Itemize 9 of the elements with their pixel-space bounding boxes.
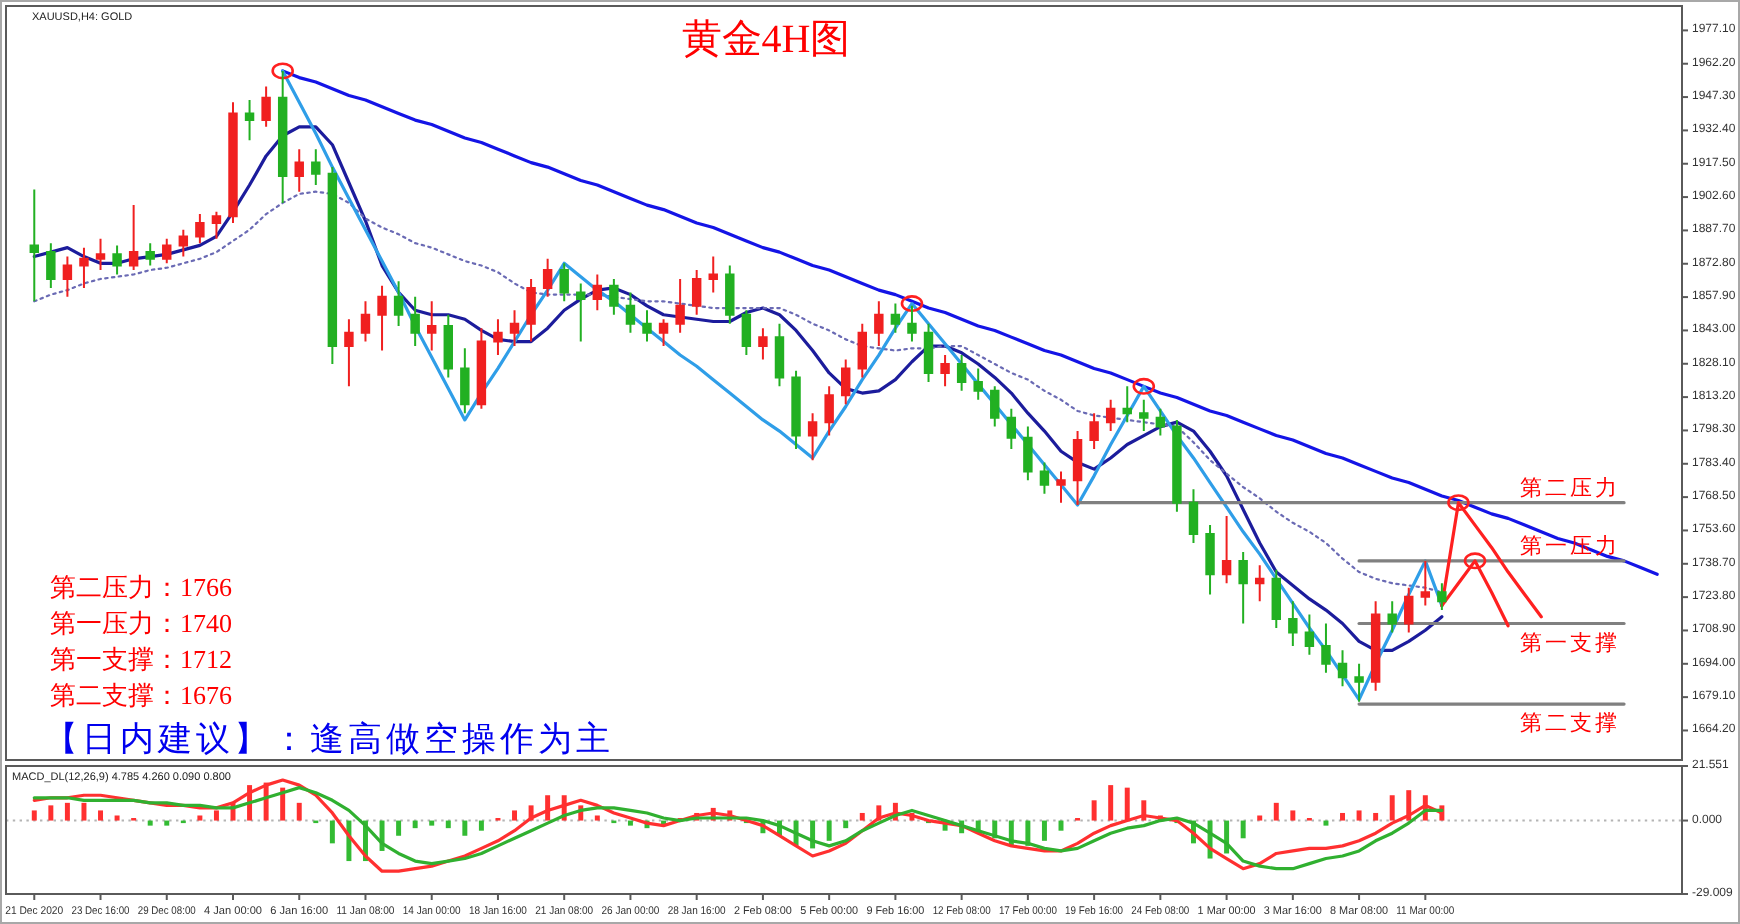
series-label: 第二压力 [1520, 474, 1621, 501]
annotation: 第二压力：1766 [50, 572, 233, 602]
annotation: 第一压力：1740 [50, 608, 232, 638]
annotation: 【日内建议】：逢高做空操作为主 [44, 720, 614, 758]
annotation: 第二支撑：1676 [50, 680, 233, 710]
series-label: 第二支撑 [1520, 710, 1621, 737]
annotation: 第一支撑：1712 [50, 644, 232, 674]
series-label: 第一支撑 [1520, 629, 1621, 656]
chart-title: 黄金4H图 [681, 18, 851, 62]
